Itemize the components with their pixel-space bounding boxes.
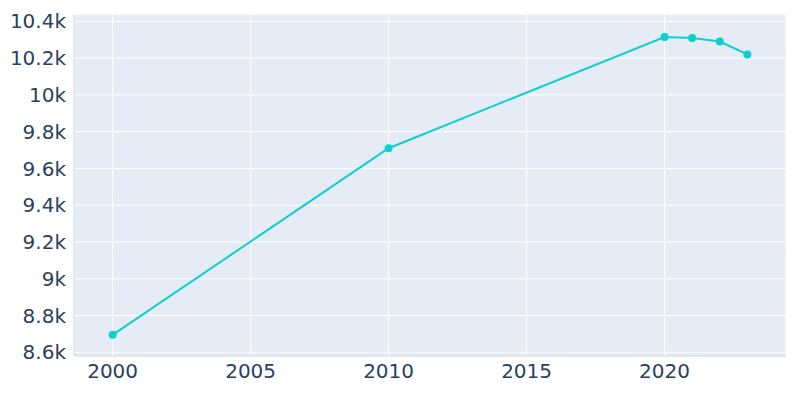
svg-text:9.6k: 9.6k (23, 157, 67, 181)
svg-text:9.4k: 9.4k (23, 193, 67, 217)
svg-text:9k: 9k (42, 267, 67, 291)
svg-text:2020: 2020 (639, 359, 690, 383)
svg-text:9.2k: 9.2k (23, 230, 67, 254)
svg-text:10.4k: 10.4k (10, 9, 67, 33)
svg-text:2005: 2005 (225, 359, 276, 383)
svg-text:10.2k: 10.2k (10, 46, 67, 70)
svg-text:8.8k: 8.8k (23, 304, 67, 328)
svg-text:9.8k: 9.8k (23, 120, 67, 144)
svg-text:2000: 2000 (87, 359, 138, 383)
svg-text:10k: 10k (29, 83, 66, 107)
svg-text:2010: 2010 (363, 359, 414, 383)
svg-text:8.6k: 8.6k (23, 340, 67, 364)
svg-text:2015: 2015 (501, 359, 552, 383)
